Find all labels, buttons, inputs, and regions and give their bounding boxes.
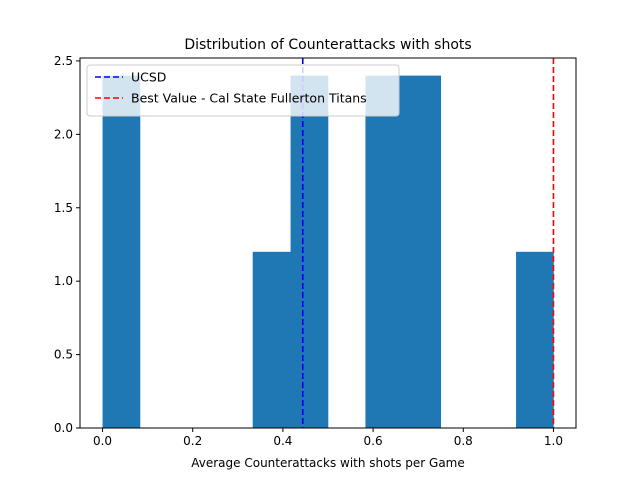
y-tick-label: 0.0 [54, 421, 73, 435]
histogram-bar-5 [252, 251, 291, 428]
y-tick-label: 1.0 [54, 274, 73, 288]
y-tick-label: 2.0 [54, 127, 73, 141]
x-tick-label: 0.0 [93, 434, 112, 448]
histogram-bars [102, 75, 554, 429]
histogram-bar-12 [516, 251, 554, 428]
legend-box [86, 64, 400, 117]
legend-entry-label: UCSD [131, 70, 166, 85]
histogram-bar-9 [403, 75, 442, 429]
x-axis-label: Average Counterattacks with shots per Ga… [191, 456, 465, 470]
y-tick-label: 1.5 [54, 201, 73, 215]
x-tick-label: 0.6 [364, 434, 383, 448]
plot-frame [79, 57, 577, 429]
x-axis-ticks: 0.0 0.2 0.4 0.6 0.8 1.0 [93, 428, 563, 448]
x-tick-label: 0.2 [183, 434, 202, 448]
x-tick-label: 1.0 [544, 434, 563, 448]
histogram-bar-1 [102, 75, 141, 429]
x-tick-label: 0.8 [454, 434, 473, 448]
y-axis-ticks: 0.0 0.5 1.0 1.5 2.0 2.5 [54, 54, 80, 435]
chart-title: Distribution of Counterattacks with shot… [184, 37, 471, 53]
y-tick-label: 2.5 [54, 54, 73, 68]
reference-lines [301, 58, 555, 428]
legend-entry-label: Best Value - Cal State Fullerton Titans [131, 91, 367, 106]
histogram-bar-8 [365, 75, 404, 429]
y-tick-label: 0.5 [54, 348, 73, 362]
x-tick-label: 0.4 [273, 434, 292, 448]
legend: UCSD Best Value - Cal State Fullerton Tit… [86, 64, 400, 117]
histogram-bar-6 [290, 75, 329, 429]
